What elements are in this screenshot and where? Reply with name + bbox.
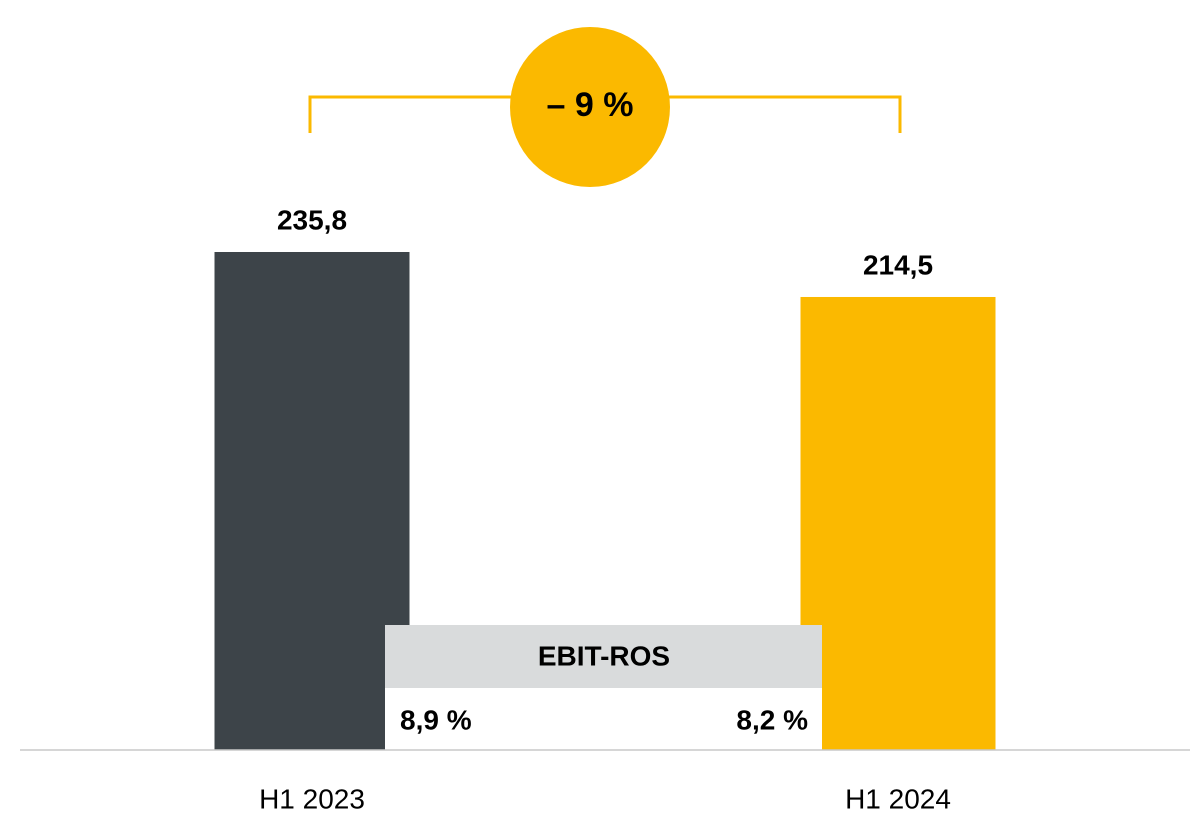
value-label: 235,8 — [277, 204, 347, 235]
change-label: – 9 % — [547, 86, 634, 124]
change-badge — [510, 27, 670, 187]
ratio-value: 8,2 % — [736, 704, 808, 735]
ratio-header — [385, 625, 822, 688]
bars — [214, 252, 996, 750]
value-label: 214,5 — [863, 249, 933, 280]
x-tick-label: H1 2024 — [845, 783, 951, 814]
ratio-title: EBIT-ROS — [538, 640, 670, 671]
bar — [800, 296, 996, 750]
ratio-value: 8,9 % — [400, 704, 472, 735]
x-tick-label: H1 2023 — [259, 783, 365, 814]
bar — [214, 252, 410, 750]
ratio-body — [385, 688, 822, 750]
